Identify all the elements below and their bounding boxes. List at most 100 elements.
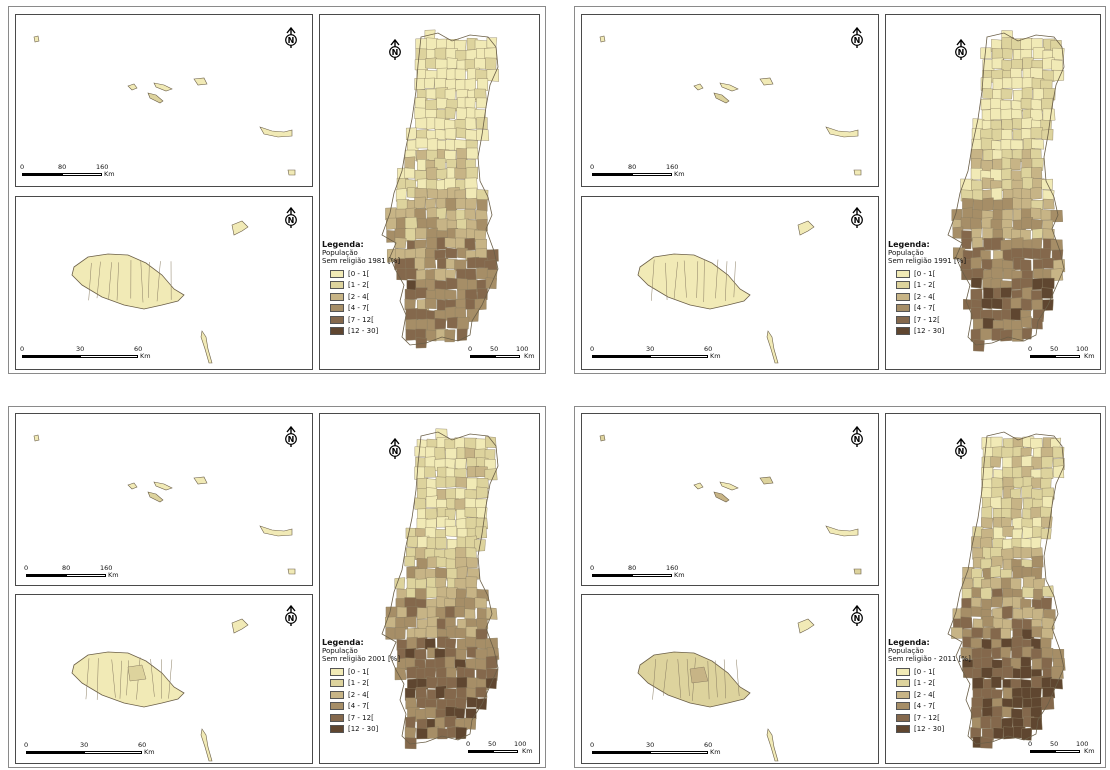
municipality-shape (455, 476, 468, 488)
municipality-shape (445, 488, 458, 501)
municipality-shape (464, 78, 476, 92)
legend-item: [12 - 30] (896, 326, 966, 338)
legend-swatch (896, 667, 910, 676)
legend-swatch (330, 315, 344, 324)
municipality-shape (1031, 290, 1043, 302)
mainland-frame: N Legenda: População Sem religião 1981 [… (319, 14, 540, 370)
municipality-boundary (733, 261, 736, 298)
island-shape (193, 77, 208, 86)
madeira-frame: N 0 30 60 Km (15, 594, 313, 764)
legend-label: [4 - 7[ (914, 304, 936, 313)
island-shape (33, 35, 40, 43)
legend-item: [0 - 1[ (330, 666, 400, 678)
municipality-shape (1042, 496, 1053, 509)
legend-swatch (896, 315, 910, 324)
municipality-shape (414, 446, 427, 458)
legend-swatch (896, 304, 910, 313)
mainland-map (381, 428, 500, 750)
legend: Legenda: População Sem religião 1981 [%]… (322, 240, 400, 337)
municipality-shape (404, 216, 418, 230)
municipality-shape (981, 598, 992, 611)
municipality-shape (425, 298, 437, 309)
legend-swatch (896, 725, 910, 734)
municipality-shape (394, 627, 406, 640)
municipality-shape (1010, 158, 1021, 171)
municipality-shape (1012, 608, 1025, 620)
mainland-frame: N Legenda: População Sem religião 2001 [… (319, 413, 540, 764)
mainland-outline (947, 32, 1065, 346)
madeira-map (637, 220, 815, 364)
mainland-map (947, 30, 1066, 352)
municipality-shape (444, 656, 456, 669)
municipality-shape (467, 279, 478, 291)
municipality-boundary (725, 261, 728, 301)
municipality-boundary (108, 262, 112, 299)
municipality-shape (1042, 277, 1055, 289)
azores-map (599, 35, 862, 176)
municipality-shape (1031, 167, 1043, 180)
municipality-shape (970, 167, 983, 180)
municipality-shape (982, 197, 994, 212)
municipality-shape (1040, 477, 1052, 490)
scale-tick: 50 (488, 740, 497, 748)
azores-frame: N 0 80 160 Km (581, 14, 879, 187)
island-shape (147, 92, 164, 104)
municipality-shape (1051, 59, 1064, 71)
azores-map (33, 434, 296, 575)
north-arrow-icon: N (850, 605, 864, 627)
municipality-shape (1011, 248, 1024, 260)
municipality-shape (486, 68, 499, 82)
municipality-shape (454, 68, 466, 81)
scale-tick: 0 (20, 345, 25, 353)
municipality-shape (484, 468, 498, 481)
municipality-shape (1032, 228, 1044, 240)
municipality-shape (1040, 637, 1052, 649)
municipality-shape (1040, 447, 1054, 460)
north-arrow-icon: N (954, 438, 968, 460)
island-shape (853, 568, 862, 575)
municipality-boundary (673, 261, 678, 300)
municipality-shape (980, 98, 992, 111)
municipality-shape (474, 298, 487, 311)
municipality-shape (1020, 98, 1033, 110)
scale-unit: Km (674, 170, 685, 178)
municipality-shape (475, 517, 489, 530)
island-shape (71, 253, 185, 310)
legend: Legenda: População Sem religião - 2011 [… (888, 638, 971, 735)
legend-subtitle: População (322, 249, 358, 257)
municipality-shape (1000, 139, 1012, 151)
municipality-shape (1043, 87, 1056, 101)
municipality-shape (485, 277, 497, 289)
municipality-shape (425, 625, 438, 638)
island-shape (853, 169, 862, 176)
north-arrow-icon: N (284, 207, 298, 229)
municipality-shape (404, 228, 417, 242)
scale-tick: 0 (20, 163, 25, 171)
municipality-shape (981, 517, 994, 529)
municipality-shape (415, 117, 429, 130)
island-shape (693, 83, 704, 91)
municipality-shape (404, 597, 417, 609)
north-arrow-icon: N (284, 27, 298, 49)
legend-item: [2 - 4[ (330, 689, 400, 701)
municipality-boundary (119, 660, 122, 699)
island-shape (759, 476, 774, 485)
scale-unit: Km (140, 352, 151, 360)
municipality-boundary (686, 658, 690, 696)
municipality-shape (1032, 658, 1043, 672)
scale-tick: 160 (666, 163, 679, 171)
municipality-shape (465, 117, 477, 130)
legend-label: [0 - 1[ (348, 667, 370, 676)
scale-tick: 50 (1050, 345, 1059, 353)
scale-tick: 0 (24, 564, 29, 572)
municipality-shape (436, 667, 448, 679)
municipality-shape (434, 317, 447, 330)
legend-swatch (330, 281, 344, 290)
island-shape (766, 728, 779, 762)
municipality-shape (1021, 485, 1033, 499)
north-arrow-icon: N (850, 27, 864, 49)
legend-item: [2 - 4[ (896, 689, 971, 701)
municipality-shape (1000, 628, 1011, 640)
municipality-shape (424, 456, 436, 469)
legend-rows: [0 - 1[[1 - 2[[2 - 4[[4 - 7[[7 - 12[[12 … (888, 666, 971, 735)
